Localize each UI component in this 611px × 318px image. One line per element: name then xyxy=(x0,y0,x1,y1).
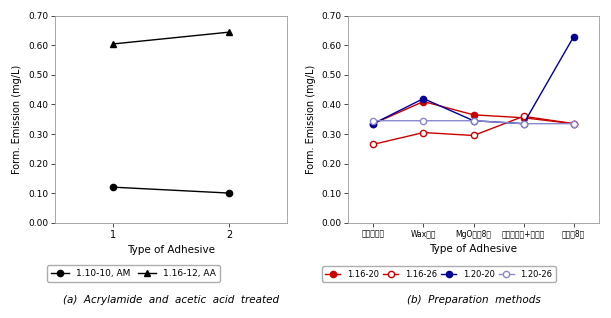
X-axis label: Type of Adhesive: Type of Adhesive xyxy=(430,244,518,254)
Legend: 1.10-10, AM, 1.16-12, AA: 1.10-10, AM, 1.16-12, AA xyxy=(47,266,219,282)
Legend: 1.16-20, 1.16-26, 1.20-20, 1.20-26: 1.16-20, 1.16-26, 1.20-20, 1.20-26 xyxy=(322,266,556,282)
X-axis label: Type of Adhesive: Type of Adhesive xyxy=(127,245,215,255)
Text: (b)  Preparation  methods: (b) Preparation methods xyxy=(407,295,540,305)
Y-axis label: Form. Emission (mg/L): Form. Emission (mg/L) xyxy=(306,65,316,174)
Text: (a)  Acrylamide  and  acetic  acid  treated: (a) Acrylamide and acetic acid treated xyxy=(63,295,279,305)
Y-axis label: Form. Emission (mg/L): Form. Emission (mg/L) xyxy=(12,65,23,174)
